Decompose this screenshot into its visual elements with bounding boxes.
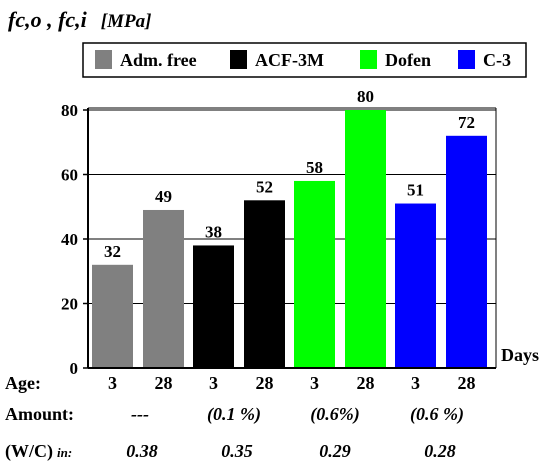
y-tick-label-60: 60 [61,166,78,185]
row-label-amount: Amount: [5,404,74,424]
row-label-wc: (W/C) in: [5,441,72,462]
row-label-wc-sub: in: [57,445,72,460]
legend-label: Dofen [385,50,431,70]
data-label: 58 [306,158,323,177]
age-tick-label: 28 [155,373,173,393]
data-label: 38 [205,222,222,241]
amount-label: (0.6%) [310,404,359,425]
age-tick-label: 3 [108,373,117,393]
bar-adm-free-day-28 [143,209,184,368]
plot-area: 0 20 40 60 80 32 49 38 52 58 80 51 72 [61,87,497,378]
bar-adm-free-day-3 [92,264,133,368]
amount-label: (0.1 %) [207,404,261,425]
y-tick-label-20: 20 [61,295,78,314]
age-tick-label: 28 [357,373,375,393]
legend-box [82,42,527,78]
data-label: 52 [256,177,273,196]
y-tick-label-0: 0 [70,359,79,378]
bar-dofen-day-3 [294,180,335,368]
y-axis-title: fc,o , fc,i [MPa] [8,7,151,32]
amount-label: --- [131,404,149,424]
legend-swatch-c-3 [458,50,475,69]
data-label: 80 [357,87,374,106]
legend-label: C-3 [483,50,511,70]
legend-swatch-acf-3m [230,50,247,69]
row-label-wc-main: (W/C) [5,441,53,462]
y-tick-label-80: 80 [61,101,78,120]
data-label: 72 [458,113,475,132]
legend: Adm. free ACF-3M Dofen C-3 [82,42,527,78]
row-label-age: Age: [5,373,41,393]
age-tick-label: 28 [256,373,274,393]
bar-acf-3m-day-3 [193,245,234,368]
age-tick-label: 28 [458,373,476,393]
info-rows: Age: Amount: (W/C) in: 3 28 --- 0.38 3 28 (0.1 … [5,373,476,462]
legend-swatch-adm-free [95,50,112,69]
age-tick-label: 3 [411,373,420,393]
data-label: 51 [407,181,424,200]
age-tick-label: 3 [209,373,218,393]
wc-ratio-label: 0.28 [424,441,456,461]
age-tick-label: 3 [310,373,319,393]
bar-acf-3m-day-28 [244,200,285,368]
bar-dofen-day-28 [345,110,386,368]
y-axis-title-symbol: fc,o , fc,i [8,7,88,32]
legend-label: ACF-3M [255,50,324,70]
x-axis-title: Days [501,345,539,365]
legend-label: Adm. free [120,50,197,70]
y-tick-label-40: 40 [61,230,78,249]
data-label: 49 [155,187,172,206]
wc-ratio-label: 0.35 [221,441,253,461]
bar-c-3-day-28 [446,135,487,368]
data-label: 32 [104,242,121,261]
bar-c-3-day-3 [395,203,436,368]
y-axis-title-unit: [MPa] [101,11,152,32]
wc-ratio-label: 0.38 [126,441,158,461]
legend-swatch-dofen [360,50,377,69]
wc-ratio-label: 0.29 [319,441,351,461]
amount-label: (0.6 %) [410,404,464,425]
